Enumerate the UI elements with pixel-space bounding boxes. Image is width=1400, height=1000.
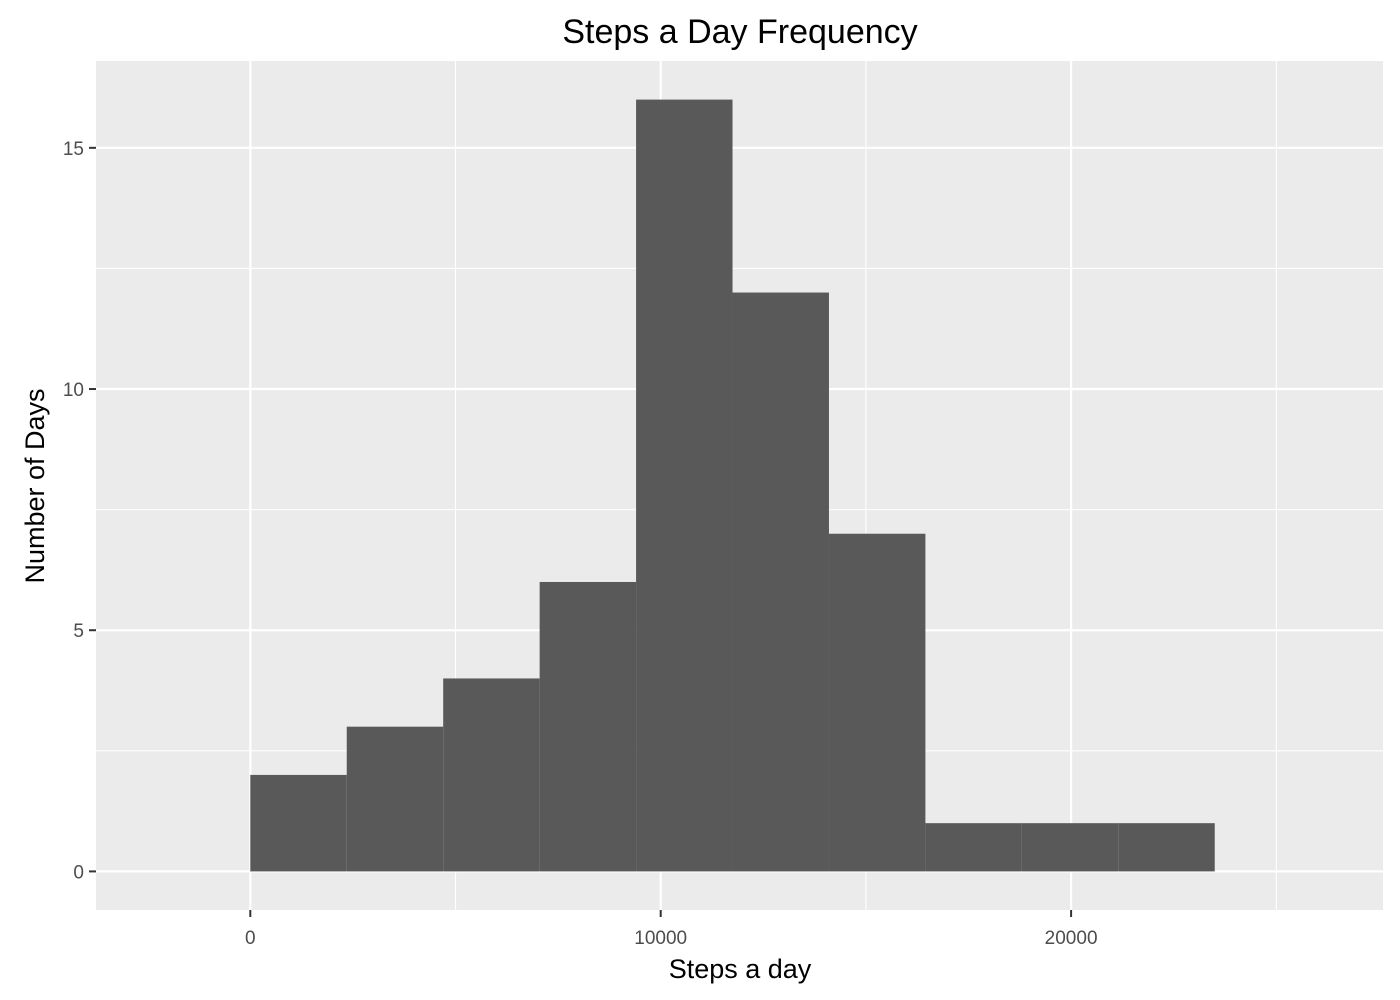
- x-tick-label: 10000: [634, 928, 687, 949]
- y-tick-label: 0: [73, 862, 84, 883]
- histogram-bar: [925, 823, 1022, 872]
- histogram-bar: [443, 678, 540, 872]
- histogram-bar: [250, 774, 347, 872]
- x-tick-label: 0: [245, 928, 256, 949]
- y-axis-title: Number of Days: [20, 388, 50, 583]
- histogram-bar: [1021, 823, 1119, 872]
- histogram-bar: [539, 581, 637, 872]
- x-tick-label: 20000: [1045, 928, 1098, 949]
- x-axis-title: Steps a day: [669, 954, 812, 984]
- histogram-bar: [1118, 823, 1215, 872]
- y-tick-label: 15: [63, 139, 84, 160]
- histogram-bar: [732, 292, 829, 872]
- histogram-bar: [828, 533, 926, 872]
- chart-title: Steps a Day Frequency: [562, 13, 917, 51]
- y-tick-label: 5: [73, 621, 84, 642]
- bars: [250, 99, 1215, 872]
- y-axis: 0 5 10 15: [63, 139, 96, 883]
- y-tick-label: 10: [63, 380, 84, 401]
- histogram-bar: [636, 99, 733, 872]
- histogram-bar: [346, 726, 444, 872]
- x-axis: 0 10000 20000: [245, 910, 1098, 949]
